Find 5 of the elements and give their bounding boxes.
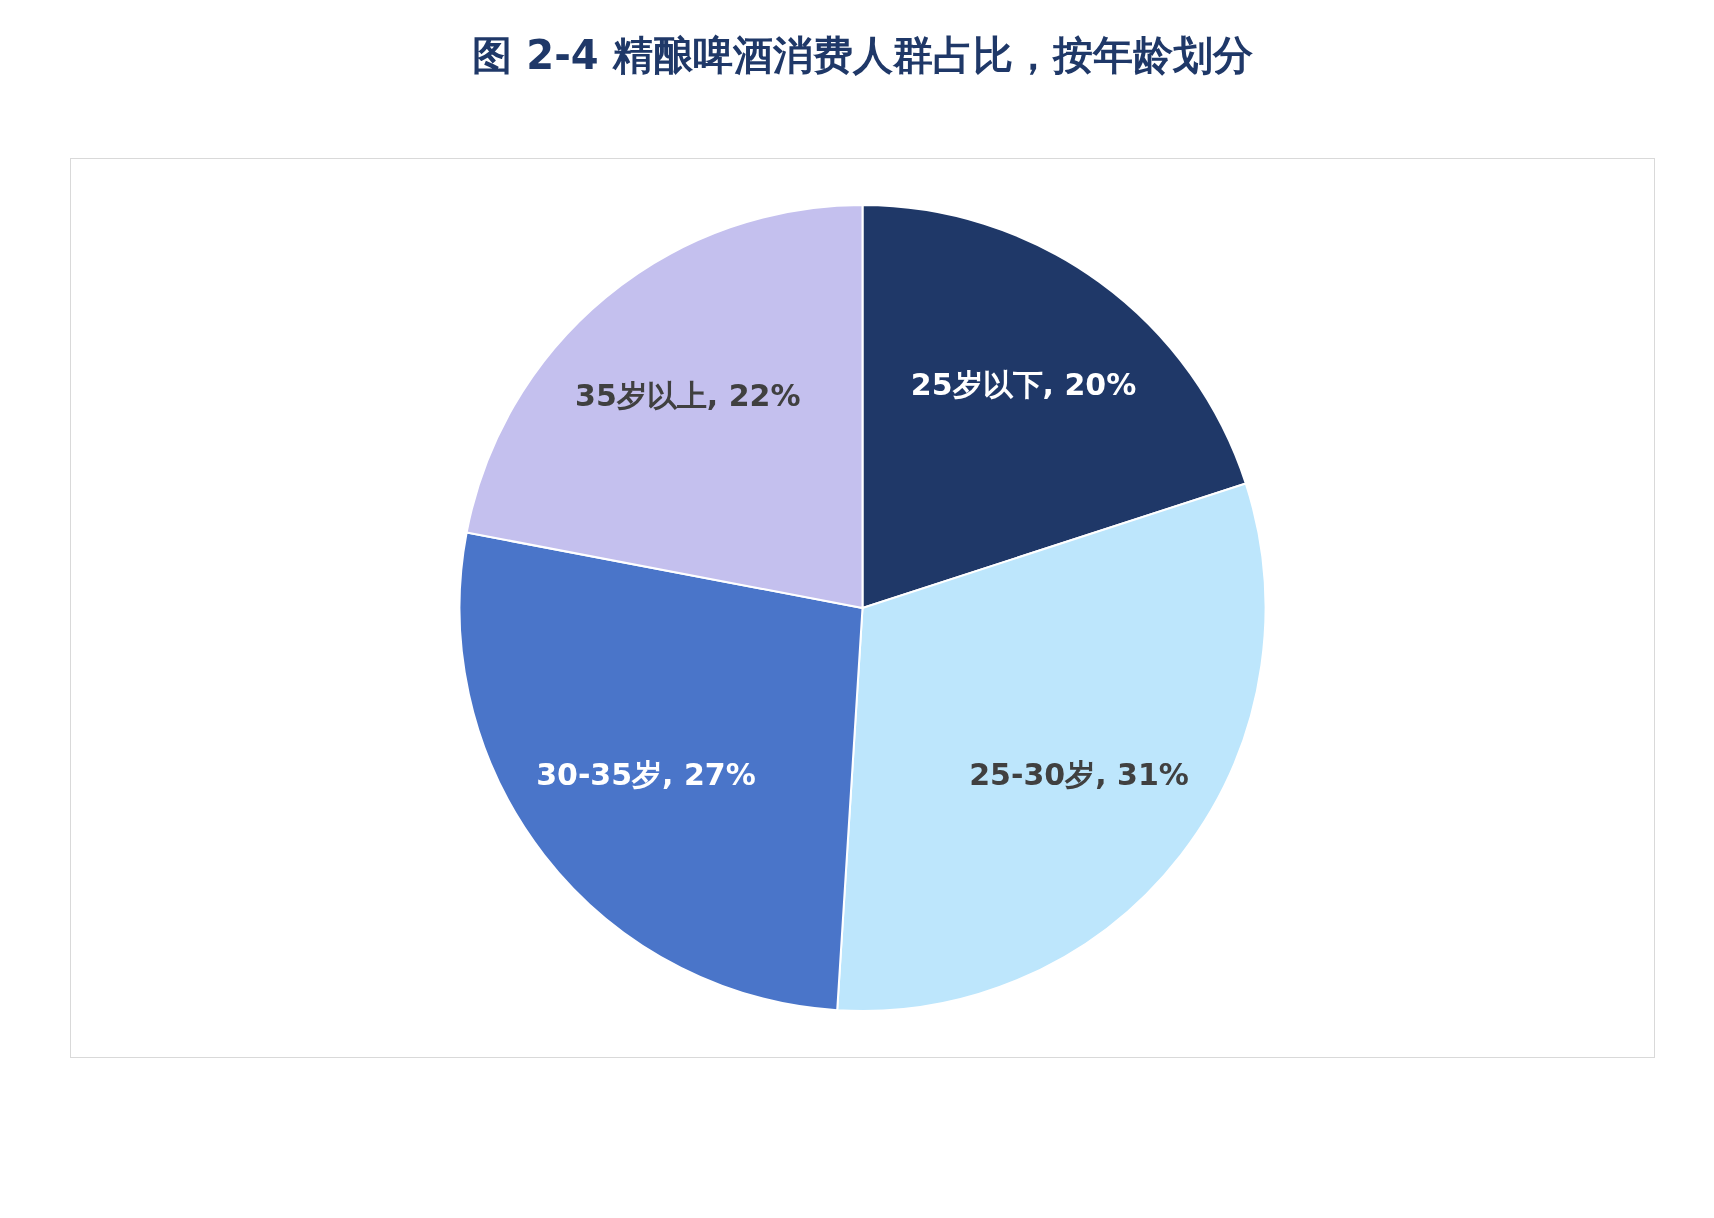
slice-label: 25岁以下, 20% bbox=[910, 367, 1137, 403]
slice-label: 25-30岁, 31% bbox=[969, 756, 1189, 792]
chart-title: 图 2-4 精酿啤酒消费人群占比，按年龄划分 bbox=[471, 31, 1254, 80]
slice-label: 30-35岁, 27% bbox=[536, 756, 756, 792]
slice-label: 35岁以上, 22% bbox=[575, 377, 801, 413]
